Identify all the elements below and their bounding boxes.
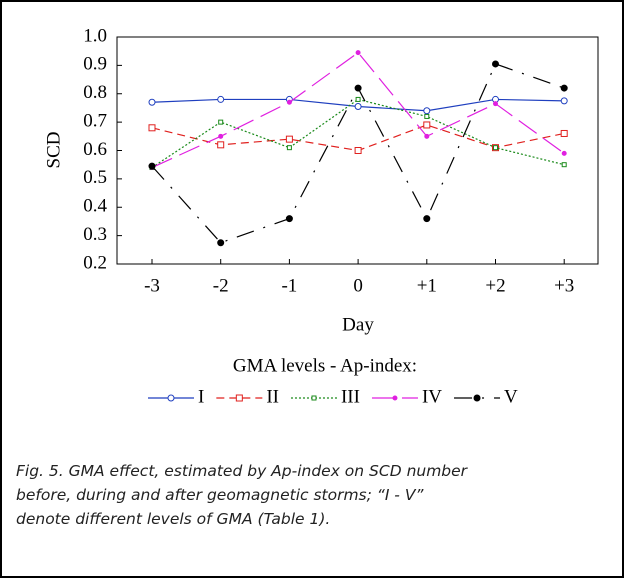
marker bbox=[423, 121, 431, 129]
marker bbox=[148, 98, 156, 106]
marker bbox=[217, 141, 225, 149]
marker bbox=[492, 60, 499, 68]
legend-marker bbox=[311, 395, 317, 401]
marker bbox=[355, 96, 361, 102]
y-tick-label: 0.5 bbox=[83, 167, 107, 188]
legend-marker bbox=[167, 394, 175, 402]
y-tick-label: 1.0 bbox=[83, 25, 107, 46]
x-tick-label: 0 bbox=[353, 275, 363, 296]
marker bbox=[354, 84, 362, 92]
marker bbox=[493, 145, 498, 151]
x-tick-label: -3 bbox=[144, 275, 160, 296]
x-tick-label: +3 bbox=[554, 275, 574, 296]
x-tick-label: +1 bbox=[417, 275, 437, 296]
x-tick-label: +2 bbox=[485, 275, 505, 296]
y-tick-label: 0.3 bbox=[83, 224, 107, 245]
marker bbox=[286, 145, 292, 151]
marker bbox=[423, 107, 431, 115]
legend-title: GMA levels - Ap-index: bbox=[233, 355, 417, 376]
x-axis-label: Day bbox=[342, 314, 374, 335]
x-tick-label: -2 bbox=[213, 275, 229, 296]
caption-line: before, during and after geomagnetic sto… bbox=[16, 486, 424, 504]
y-tick-label: 0.2 bbox=[83, 252, 107, 273]
marker bbox=[354, 147, 362, 154]
y-tick-label: 0.8 bbox=[83, 82, 107, 103]
y-axis-label: SCD bbox=[43, 132, 64, 169]
legend-marker bbox=[473, 394, 481, 402]
marker bbox=[423, 215, 431, 223]
legend-label: V bbox=[504, 386, 518, 407]
marker bbox=[560, 97, 568, 105]
legend-marker bbox=[235, 394, 243, 402]
legend-label: III bbox=[341, 386, 360, 407]
legend-label: IV bbox=[422, 386, 442, 407]
y-tick-label: 0.4 bbox=[83, 196, 107, 217]
marker bbox=[560, 84, 568, 92]
marker bbox=[561, 162, 567, 168]
marker bbox=[218, 119, 224, 125]
marker bbox=[218, 133, 224, 139]
marker bbox=[148, 162, 156, 170]
marker bbox=[424, 133, 430, 139]
marker bbox=[424, 113, 430, 119]
marker bbox=[285, 135, 293, 143]
caption-line: denote different levels of GMA (Table 1)… bbox=[16, 510, 330, 528]
marker bbox=[354, 103, 362, 111]
x-tick-label: -1 bbox=[281, 275, 297, 296]
legend-marker bbox=[392, 395, 398, 401]
marker bbox=[217, 95, 225, 103]
legend-label: II bbox=[266, 386, 279, 407]
marker bbox=[285, 215, 293, 223]
y-tick-label: 0.7 bbox=[83, 110, 107, 131]
marker bbox=[217, 239, 225, 247]
y-tick-label: 0.6 bbox=[83, 139, 107, 160]
marker bbox=[493, 101, 498, 107]
caption-line: Fig. 5. GMA effect, estimated by Ap-inde… bbox=[16, 462, 469, 480]
legend-label: I bbox=[198, 386, 204, 407]
marker bbox=[560, 129, 568, 137]
marker bbox=[148, 124, 156, 132]
marker bbox=[286, 99, 292, 105]
marker bbox=[355, 50, 361, 56]
y-tick-label: 0.9 bbox=[83, 54, 107, 75]
marker bbox=[561, 150, 567, 156]
